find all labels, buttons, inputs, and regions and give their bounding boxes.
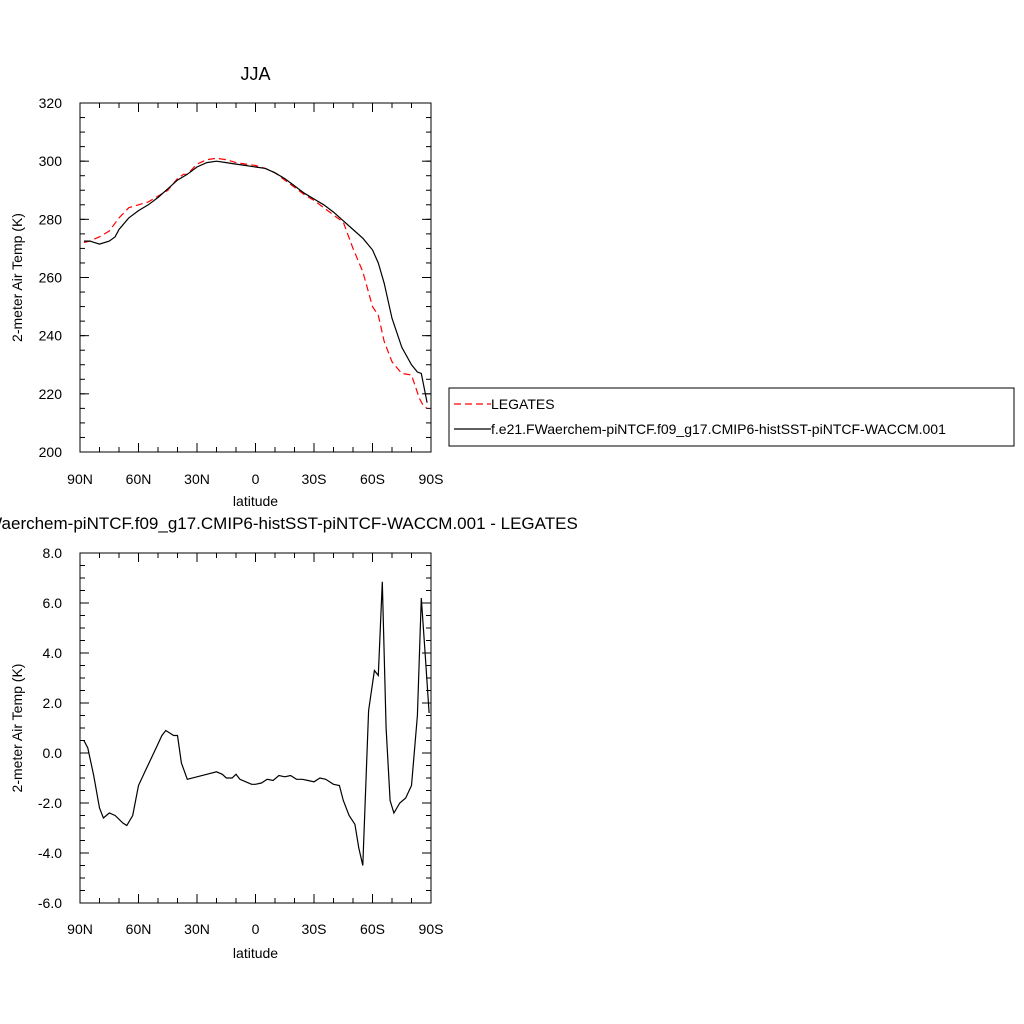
y-tick-label: 4.0 xyxy=(43,645,63,661)
y-tick-label: 320 xyxy=(39,95,63,111)
x-tick-label: 90N xyxy=(67,921,93,937)
x-tick-label: 0 xyxy=(252,471,260,487)
x-tick-label: 30S xyxy=(302,471,327,487)
x-tick-label: 30N xyxy=(184,921,210,937)
y-tick-label: 260 xyxy=(39,270,63,286)
y-tick-label: 240 xyxy=(39,328,63,344)
x-tick-label: 60N xyxy=(126,471,152,487)
x-tick-label: 0 xyxy=(252,921,260,937)
plot-frame xyxy=(79,102,432,453)
series-line-legates xyxy=(83,157,428,409)
legend-box xyxy=(448,387,1015,447)
x-tick-label: 60S xyxy=(360,471,385,487)
legend-entry: LEGATES xyxy=(491,396,555,412)
chart-title: JJA xyxy=(240,64,270,84)
y-tick-label: -4.0 xyxy=(38,845,62,861)
x-tick-label: 90N xyxy=(67,471,93,487)
y-axis-label: 2-meter Air Temp (K) xyxy=(9,213,25,342)
panel-bottom: f.e21.FWaerchem-piNTCF.f09_g17.CMIP6-his… xyxy=(0,514,578,961)
y-axis-label: 2-meter Air Temp (K) xyxy=(9,664,25,793)
x-tick-label: 30S xyxy=(302,921,327,937)
y-tick-label: 280 xyxy=(39,211,63,227)
x-tick-label: 60S xyxy=(360,921,385,937)
y-tick-label: 0.0 xyxy=(43,745,63,761)
y-tick-label: 300 xyxy=(39,153,63,169)
y-tick-label: -2.0 xyxy=(38,795,62,811)
x-tick-label: 90S xyxy=(419,921,444,937)
y-tick-label: 8.0 xyxy=(43,545,63,561)
y-tick-label: -6.0 xyxy=(38,895,62,911)
x-tick-label: 90S xyxy=(419,471,444,487)
series-line-model xyxy=(83,581,430,866)
x-axis-label: latitude xyxy=(233,493,278,509)
x-tick-label: 60N xyxy=(126,921,152,937)
plot-frame xyxy=(79,552,432,904)
panel-top: JJA 90N 60N 30N 0 30S 60S 90S 200 220 240 260 280 300… xyxy=(9,64,1015,509)
x-axis-label: latitude xyxy=(233,945,278,961)
legend: LEGATES f.e21.FWaerchem-piNTCF.f09_g17.CM… xyxy=(448,387,1015,447)
legend-entry: f.e21.FWaerchem-piNTCF.f09_g17.CMIP6-his… xyxy=(491,421,946,437)
y-tick-label: 220 xyxy=(39,386,63,402)
series-line-model xyxy=(83,160,428,403)
y-tick-label: 6.0 xyxy=(43,595,63,611)
y-tick-label: 2.0 xyxy=(43,695,63,711)
y-tick-label: 200 xyxy=(39,444,63,460)
x-tick-label: 30N xyxy=(184,471,210,487)
chart-title: f.e21.FWaerchem-piNTCF.f09_g17.CMIP6-his… xyxy=(0,514,578,533)
